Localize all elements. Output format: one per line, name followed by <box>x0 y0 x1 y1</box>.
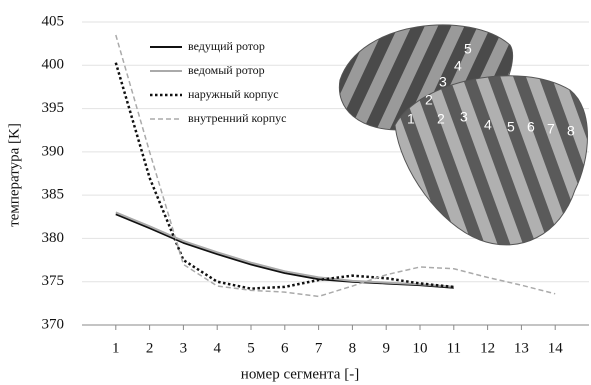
segment-label: 3 <box>460 109 468 125</box>
x-tick-label: 5 <box>247 340 255 356</box>
legend-label: ведомый ротор <box>188 63 265 77</box>
segment-label: 4 <box>484 117 492 133</box>
x-tick-label: 4 <box>213 340 221 356</box>
segment-label: 2 <box>437 111 445 127</box>
x-tick-label: 7 <box>315 340 323 356</box>
segment-label: 1 <box>407 111 415 127</box>
x-tick-label: 2 <box>146 340 154 356</box>
x-tick-label: 6 <box>281 340 289 356</box>
x-tick-label: 3 <box>180 340 188 356</box>
x-tick-label: 14 <box>548 340 564 356</box>
rotor-front <box>395 76 588 245</box>
x-tick-label: 13 <box>514 340 529 356</box>
x-tick-label: 9 <box>382 340 390 356</box>
y-tick-label: 395 <box>42 100 65 116</box>
segment-label: 4 <box>454 58 462 74</box>
segment-label: 3 <box>439 74 447 90</box>
segment-label: 2 <box>425 92 433 108</box>
x-tick-label: 1 <box>112 340 120 356</box>
y-tick-label: 385 <box>42 187 65 203</box>
segment-label: 8 <box>567 123 575 139</box>
series-line <box>116 214 454 288</box>
legend-label: внутренний корпус <box>188 111 286 125</box>
y-tick-label: 405 <box>42 13 65 29</box>
y-tick-label: 370 <box>42 316 65 332</box>
legend-label: наружный корпус <box>188 87 279 101</box>
y-tick-label: 375 <box>42 273 65 289</box>
x-tick-label: 10 <box>413 340 428 356</box>
legend: ведущий ротор ведомый ротор наружный корпу… <box>150 39 286 125</box>
y-tick-label: 400 <box>42 57 65 73</box>
legend-label: ведущий ротор <box>188 39 265 53</box>
series-line <box>116 212 454 286</box>
segment-label: 5 <box>464 41 472 57</box>
x-tick-label: 11 <box>447 340 461 356</box>
y-axis-title: температура [K] <box>6 123 22 227</box>
chart: 3703753803853903954004051234567891011121… <box>0 0 591 385</box>
segment-label: 7 <box>547 121 555 137</box>
y-tick-label: 390 <box>42 143 65 159</box>
segment-label: 6 <box>527 119 535 135</box>
rotor-illustration: 2 3 4 5 1 2 3 4 5 6 7 8 <box>339 25 587 245</box>
x-tick-label: 12 <box>480 340 495 356</box>
x-tick-label: 8 <box>349 340 357 356</box>
x-axis-title: номер сегмента [-] <box>241 366 359 382</box>
y-tick-label: 380 <box>42 230 65 246</box>
segment-label: 5 <box>507 119 515 135</box>
